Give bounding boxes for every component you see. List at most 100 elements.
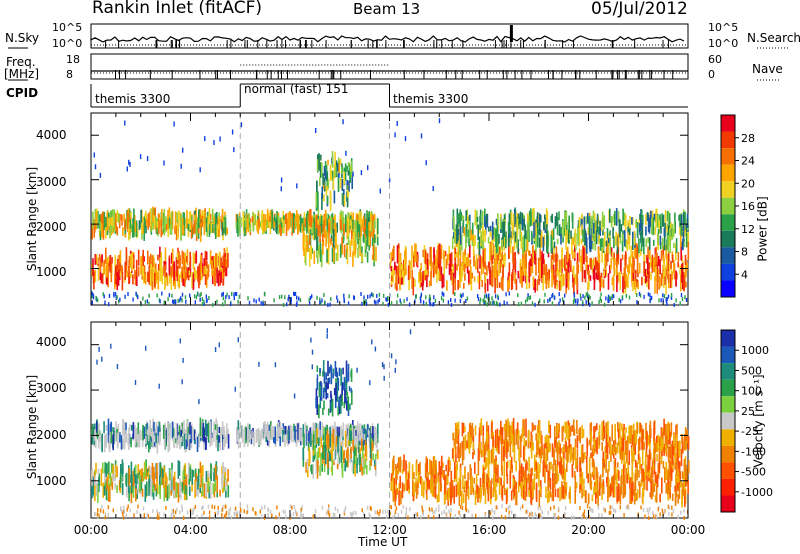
data-cell [306, 221, 308, 234]
data-cell [685, 281, 687, 288]
data-cell [174, 438, 177, 444]
data-cell [559, 461, 561, 474]
data-cell [623, 423, 625, 430]
data-cell [430, 478, 432, 494]
data-cell [581, 489, 583, 499]
data-cell [453, 485, 455, 504]
ground-scatter-cell [406, 297, 408, 302]
data-cell [366, 251, 369, 263]
data-cell [108, 217, 110, 227]
data-cell [686, 262, 689, 270]
data-cell [530, 230, 533, 242]
data-cell [574, 438, 577, 448]
data-cell [179, 478, 181, 496]
data-cell [445, 258, 448, 269]
data-cell [360, 211, 362, 226]
data-cell [132, 422, 135, 439]
data-cell [458, 488, 461, 506]
data-cell [547, 480, 549, 492]
ground-scatter-cell [382, 301, 384, 306]
data-cell [286, 426, 288, 444]
data-cell [252, 223, 255, 230]
ground-scatter-cell [598, 300, 600, 304]
ground-scatter-cell [253, 298, 255, 303]
data-cell [538, 420, 540, 434]
ground-scatter-cell [293, 291, 295, 296]
data-cell [645, 268, 647, 284]
data-cell [364, 440, 367, 457]
data-cell [552, 228, 555, 241]
ground-scatter-cell [666, 297, 668, 302]
data-cell [436, 494, 439, 503]
ground-scatter-cell [399, 298, 401, 303]
data-cell [645, 275, 648, 283]
data-cell [165, 483, 167, 498]
data-cell [645, 255, 648, 264]
data-cell [345, 460, 348, 468]
data-cell [623, 451, 626, 464]
data-cell [664, 467, 666, 483]
data-cell [191, 272, 193, 289]
data-cell [432, 261, 434, 270]
data-cell [222, 219, 225, 228]
data-cell [588, 270, 590, 280]
data-cell [650, 215, 652, 228]
data-cell [675, 270, 677, 287]
sparse-cell [345, 150, 347, 156]
data-cell [407, 472, 410, 488]
data-cell [298, 224, 301, 231]
ground-scatter-cell [440, 296, 443, 301]
data-cell [365, 218, 367, 232]
data-cell [169, 213, 171, 219]
data-cell [326, 232, 329, 238]
data-cell [394, 489, 397, 502]
ground-scatter-cell [618, 297, 620, 302]
data-cell [536, 441, 539, 451]
data-cell [334, 151, 336, 170]
data-cell [661, 477, 663, 494]
ground-scatter-cell [298, 296, 300, 301]
data-cell [145, 211, 147, 228]
ground-scatter-cell [260, 301, 262, 306]
data-cell [679, 230, 682, 247]
data-cell [562, 236, 564, 243]
data-cell [221, 473, 223, 489]
data-cell [213, 467, 216, 473]
data-cell [570, 264, 572, 272]
data-cell [648, 461, 651, 470]
data-cell [112, 431, 114, 437]
data-cell [101, 436, 103, 453]
data-cell [655, 246, 658, 265]
data-cell [491, 276, 494, 288]
data-cell [218, 251, 221, 267]
data-cell [415, 477, 417, 488]
data-cell [95, 421, 98, 433]
data-cell [415, 243, 417, 263]
data-cell [673, 222, 676, 234]
data-cell [565, 235, 567, 251]
data-cell [653, 213, 656, 221]
ground-scatter-cell [179, 298, 181, 303]
data-cell [396, 470, 398, 480]
data-cell [440, 266, 443, 282]
data-cell [91, 468, 93, 486]
data-cell [331, 247, 334, 262]
data-cell [652, 479, 654, 497]
ground-scatter-cell [582, 294, 584, 299]
data-cell [598, 248, 600, 263]
data-cell [140, 477, 143, 491]
data-cell [585, 233, 587, 246]
ground-scatter-cell [311, 294, 313, 299]
data-cell [622, 464, 625, 484]
ground-scatter-cell [663, 294, 666, 299]
ground-scatter-cell [233, 292, 235, 297]
data-cell [315, 397, 317, 409]
ground-scatter-cell [662, 293, 664, 298]
data-cell [431, 486, 434, 497]
data-cell [533, 454, 536, 472]
data-cell [163, 466, 165, 480]
data-cell [636, 279, 638, 287]
sparse-cell [432, 186, 434, 191]
data-cell [513, 485, 516, 497]
ground-scatter-cell [208, 295, 210, 300]
